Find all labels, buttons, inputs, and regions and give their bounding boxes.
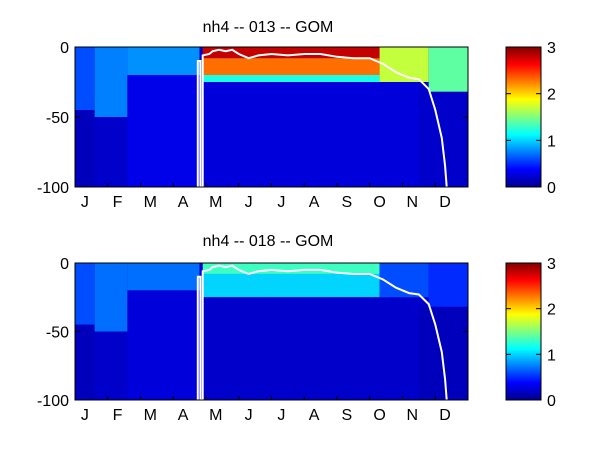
x-tick-label: J [81,194,89,211]
x-tick-label: M [144,194,157,211]
x-tick-label: A [178,407,189,424]
heatmap-cell [428,47,468,92]
heatmap-cell [202,75,380,82]
y-tick-label: -50 [46,325,69,342]
x-tick-label: S [341,194,352,211]
x-tick-label: F [113,194,123,211]
y-tick-label: -100 [37,180,69,197]
y-tick-label: 0 [60,40,69,57]
heatmap-cell [94,263,128,332]
x-tick-label: O [373,194,385,211]
x-tick-label: A [178,194,189,211]
x-tick-label: J [277,194,285,211]
heatmap-cell [202,273,380,298]
heatmap-cell [75,47,95,110]
x-tick-label: S [341,407,352,424]
panel-1-colorbar [505,46,542,188]
heatmap-cell [428,263,468,307]
y-tick-label: -100 [37,393,69,410]
heatmap-cell [202,297,419,400]
heatmap-cell [127,263,200,291]
x-tick-label: N [407,194,419,211]
panel-2-heatmap [75,263,468,400]
y-tick-label: 0 [60,256,69,273]
heatmap-cell [75,263,95,325]
panel-2-title: nh4 -- 018 -- GOM [203,233,334,250]
heatmap-cell [202,58,380,75]
heatmap-cell [202,82,419,187]
colorbar-tick-label: 3 [547,256,556,273]
panel-1-colorbar-ticks: 0 1 2 3 [506,40,556,197]
x-tick-label: A [309,194,320,211]
x-tick-label: J [245,194,253,211]
y-tick-label: -50 [46,110,69,127]
heatmap-cell [202,47,380,59]
mixed-layer-depth-line [196,48,448,188]
heatmap-cell [94,331,128,400]
heatmap-cell [127,75,200,187]
x-tick-label: J [277,407,285,424]
heatmap-cell [418,306,468,400]
heatmap-cell [418,91,468,187]
heatmap-cell [127,290,200,400]
colorbar-tick-label: 0 [547,180,556,197]
panel-2-colorbar-ticks: 0 1 2 3 [506,256,556,410]
x-tick-label: N [407,407,419,424]
panel-2-mld-line [196,264,448,401]
x-tick-label: M [209,194,222,211]
mixed-layer-depth-line [196,264,448,401]
panel-1-mld-line [196,48,448,188]
colorbar-tick-label: 2 [547,87,556,104]
colorbar-tick-label: 2 [547,302,556,319]
x-tick-label: O [373,407,385,424]
panel-1-title: nh4 -- 013 -- GOM [203,19,334,36]
x-tick-label: D [439,194,451,211]
panel-2-colorbar [505,262,542,401]
x-tick-label: M [209,407,222,424]
heatmap-cell [127,47,200,75]
heatmap-cell [75,324,95,400]
x-tick-label: D [439,407,451,424]
colorbar-tick-label: 3 [547,40,556,57]
heatmap-cell [94,117,128,187]
colorbar-tick-label: 1 [547,133,556,150]
heatmap-cell [202,263,380,274]
colorbar-tick-label: 1 [547,347,556,364]
colorbar-tick-label: 0 [547,393,556,410]
x-tick-label: J [245,407,253,424]
x-tick-label: A [309,407,320,424]
heatmap-cell [94,47,128,117]
x-tick-label: M [144,407,157,424]
x-tick-label: F [113,407,123,424]
x-tick-label: J [81,407,89,424]
panel-1-y-ticks: 0 -50 -100 [37,40,468,197]
panel-2-y-ticks: 0 -50 -100 [37,256,468,410]
panel-1-heatmap [75,47,468,187]
heatmap-cell [75,110,95,187]
